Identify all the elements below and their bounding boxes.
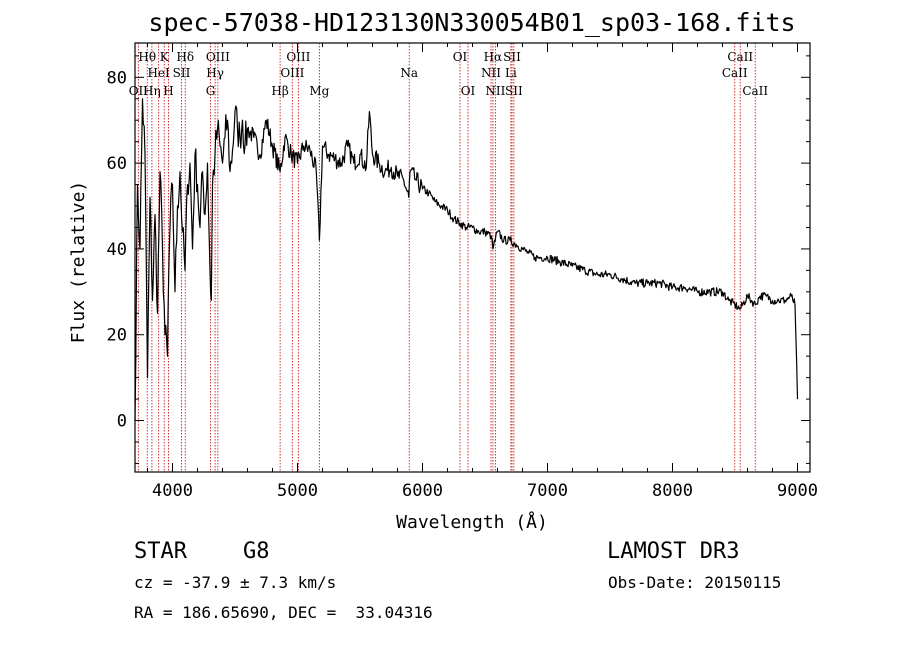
- observation-date: Obs-Date: 20150115: [608, 573, 782, 592]
- x-axis: 4000 5000 6000 7000 8000 9000: [147, 43, 818, 501]
- spectral-line-label: G: [206, 84, 216, 98]
- spectral-line-label: K: [160, 50, 170, 64]
- spectral-line-label: Hβ: [271, 84, 288, 98]
- spectrum-line: [134, 98, 799, 421]
- spectral-line-label: CaII: [722, 66, 748, 80]
- sky-coordinates: RA = 186.65690, DEC = 33.04316: [134, 603, 433, 622]
- x-tick-label: 8000: [652, 481, 693, 501]
- y-axis: 0 20 40 60 80: [107, 55, 810, 464]
- y-axis-label: Flux (relative): [68, 181, 89, 344]
- x-axis-label: Wavelength (Å): [396, 511, 548, 533]
- x-tick-label: 7000: [527, 481, 568, 501]
- spectral-line-label: SII: [173, 66, 191, 80]
- spectral-line-label: NII: [481, 66, 501, 80]
- spectral-line-label: OIII: [206, 50, 230, 64]
- object-subclass: G8: [243, 539, 270, 564]
- x-tick-label: 9000: [777, 481, 818, 501]
- velocity-readout: cz = -37.9 ± 7.3 km/s: [134, 573, 337, 592]
- spectral-line-label: CaII: [742, 84, 768, 98]
- spectral-line-label: OIII: [280, 66, 304, 80]
- spectrum-chart: spec-57038-HD123130N330054B01_sp03-168.f…: [68, 8, 818, 533]
- spectral-line-label: NII: [485, 84, 505, 98]
- y-tick-label: 80: [107, 68, 127, 88]
- spectral-line-label: Hθ: [138, 50, 156, 64]
- spectral-line-label: H: [163, 84, 173, 98]
- spectral-line-label: Hα: [484, 50, 503, 64]
- spectral-line-label: Hη: [143, 84, 161, 98]
- spectral-line-label: OI: [461, 84, 476, 98]
- object-class: STAR: [134, 539, 187, 564]
- survey-name: LAMOST DR3: [607, 539, 740, 564]
- y-tick-label: 20: [107, 326, 127, 346]
- x-tick-label: 5000: [277, 481, 318, 501]
- spectral-line-label: OIII: [286, 50, 310, 64]
- spectral-line-label: HeI: [147, 66, 170, 80]
- y-tick-label: 40: [107, 240, 127, 260]
- spectral-line-label: CaII: [727, 50, 753, 64]
- spectral-line-label: Li: [505, 66, 517, 80]
- y-tick-label: 60: [107, 154, 127, 174]
- spectral-line-label: Na: [400, 66, 418, 80]
- y-tick-label: 0: [117, 412, 127, 432]
- spectral-line-label: OII: [129, 84, 149, 98]
- spectral-line-label: Hγ: [206, 66, 224, 80]
- spectral-line-label: Hδ: [176, 50, 194, 64]
- spectral-line-label: Mg: [309, 84, 329, 98]
- spectral-line-labels: OIIHθHηHeIKHSIIHδGHγOIIIHβOIIIOIIIMgNaOI…: [129, 50, 769, 98]
- spectral-line-label: OI: [453, 50, 468, 64]
- spectral-line-markers: [137, 43, 756, 472]
- spectral-line-label: SII: [503, 50, 521, 64]
- spectral-line-label: SII: [505, 84, 523, 98]
- chart-title: spec-57038-HD123130N330054B01_sp03-168.f…: [148, 8, 795, 37]
- x-tick-label: 6000: [402, 481, 443, 501]
- x-tick-label: 4000: [152, 481, 193, 501]
